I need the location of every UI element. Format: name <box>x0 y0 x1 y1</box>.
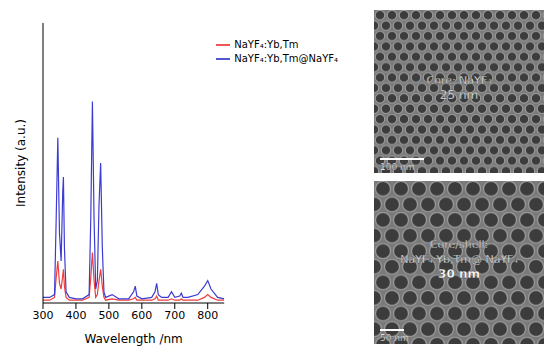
svg-text:Core: NaYF₄: Core: NaYF₄ <box>426 74 492 87</box>
svg-text:Core/shell:: Core/shell: <box>430 238 488 251</box>
svg-text:800: 800 <box>197 309 218 322</box>
html-text:NaYF₄:Yb,Tm@NaYF₄: NaYF₄:Yb,Tm@NaYF₄ <box>234 53 338 64</box>
svg-text:50 nm: 50 nm <box>380 333 409 343</box>
svg-text:100 nm: 100 nm <box>380 162 415 172</box>
svg-text:25 nm: 25 nm <box>440 88 478 102</box>
svg-text:NaYF₄:Yb,Tm@ NaYF₄: NaYF₄:Yb,Tm@ NaYF₄ <box>400 253 518 266</box>
svg-text:Wavelength /nm: Wavelength /nm <box>84 332 182 346</box>
svg-text:400: 400 <box>65 309 86 322</box>
html-text:NaYF₄:Yb,Tm: NaYF₄:Yb,Tm <box>234 39 299 50</box>
svg-text:Intensity (a.u.): Intensity (a.u.) <box>14 119 28 207</box>
svg-text:500: 500 <box>98 309 119 322</box>
svg-text:700: 700 <box>164 309 185 322</box>
svg-text:300: 300 <box>33 309 54 322</box>
svg-text:600: 600 <box>131 309 152 322</box>
svg-text:30 nm: 30 nm <box>438 267 480 281</box>
